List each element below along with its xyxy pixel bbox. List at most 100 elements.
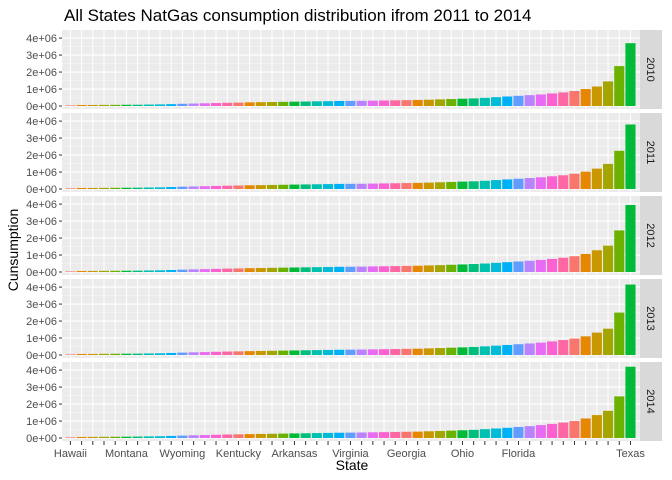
bar [435, 265, 446, 272]
bar [446, 99, 457, 106]
bar [412, 348, 423, 355]
bar [491, 97, 502, 106]
bar [110, 436, 121, 438]
bar [233, 351, 244, 355]
bar [278, 433, 289, 438]
bar [457, 98, 468, 106]
bar [222, 268, 233, 272]
bar [558, 422, 569, 438]
bar [356, 183, 367, 189]
y-tick-label: 3e+06 [26, 216, 57, 228]
bar [334, 266, 345, 272]
bar [603, 410, 614, 438]
facet-strip [640, 30, 662, 109]
bar [76, 105, 87, 106]
bar [580, 336, 591, 355]
bar [491, 180, 502, 189]
bar [154, 353, 166, 355]
bar [121, 104, 132, 106]
bar [524, 95, 535, 106]
bar [356, 266, 367, 272]
bar [367, 266, 378, 272]
bar [289, 101, 300, 106]
facet-strip [640, 279, 662, 358]
bar [87, 436, 98, 438]
bar [379, 432, 390, 438]
bar [244, 268, 255, 272]
bar [479, 429, 490, 438]
bar [266, 433, 278, 438]
bar [491, 428, 502, 438]
bar [535, 342, 546, 355]
bar [591, 250, 602, 272]
bar [244, 351, 255, 355]
bar [334, 100, 345, 106]
bar [98, 270, 110, 272]
y-tick-label: 0e+00 [26, 267, 57, 279]
bar [468, 98, 479, 106]
bar [569, 91, 580, 106]
bar [244, 434, 255, 438]
panel-2013: 0e+00 1e+06 2e+06 3e+06 4e+06 2013 [26, 279, 662, 362]
bar [625, 124, 636, 189]
bar [502, 179, 513, 189]
bar [210, 268, 222, 272]
bar [367, 100, 378, 106]
bar [412, 265, 423, 272]
y-tick-label: 4e+06 [26, 33, 57, 45]
bar [423, 348, 434, 355]
bar [65, 354, 76, 355]
bar [266, 350, 278, 355]
bar [289, 433, 300, 438]
bar [591, 415, 602, 438]
bar [311, 433, 322, 438]
bar [154, 104, 166, 106]
bar [322, 432, 334, 438]
bar [76, 188, 87, 189]
bar [210, 351, 222, 355]
bar [558, 257, 569, 272]
bar [244, 185, 255, 189]
bar [412, 99, 423, 106]
x-tick-label: Arkansas [272, 448, 318, 460]
bar [210, 434, 222, 438]
y-tick-label: 3e+06 [26, 382, 57, 394]
y-tick-label: 4e+06 [26, 116, 57, 128]
bar [569, 256, 580, 272]
bar [502, 427, 513, 438]
bar [300, 101, 311, 106]
bar [547, 93, 558, 106]
bar [166, 104, 177, 106]
bar [446, 430, 457, 438]
bar [110, 187, 121, 189]
bar [435, 182, 446, 189]
bar [311, 101, 322, 106]
bar [524, 343, 535, 355]
bar [199, 103, 210, 106]
facet-strip-label: 2010 [644, 57, 656, 81]
bar [401, 183, 412, 189]
y-tick-label: 4e+06 [26, 365, 57, 377]
bar [603, 81, 614, 106]
bar [222, 434, 233, 438]
bar [468, 429, 479, 438]
y-tick-label: 3e+06 [26, 133, 57, 145]
bar [132, 436, 143, 438]
bar [591, 86, 602, 106]
x-axis: Hawaii Montana Wyoming Kentucky Arkansas Virg… [54, 441, 645, 460]
bar [446, 181, 457, 189]
facet-strip-label: 2014 [644, 389, 656, 413]
bar [154, 270, 166, 272]
y-tick-label: 0e+00 [26, 433, 57, 445]
bar [580, 418, 591, 438]
bar [614, 66, 625, 106]
bar [614, 150, 625, 189]
bar [98, 436, 110, 438]
bar [535, 177, 546, 189]
bar [300, 267, 311, 272]
bar [255, 433, 266, 438]
y-tick-label: 2e+06 [26, 399, 57, 411]
bar [177, 269, 188, 272]
bar [401, 348, 412, 355]
bar [625, 43, 636, 106]
